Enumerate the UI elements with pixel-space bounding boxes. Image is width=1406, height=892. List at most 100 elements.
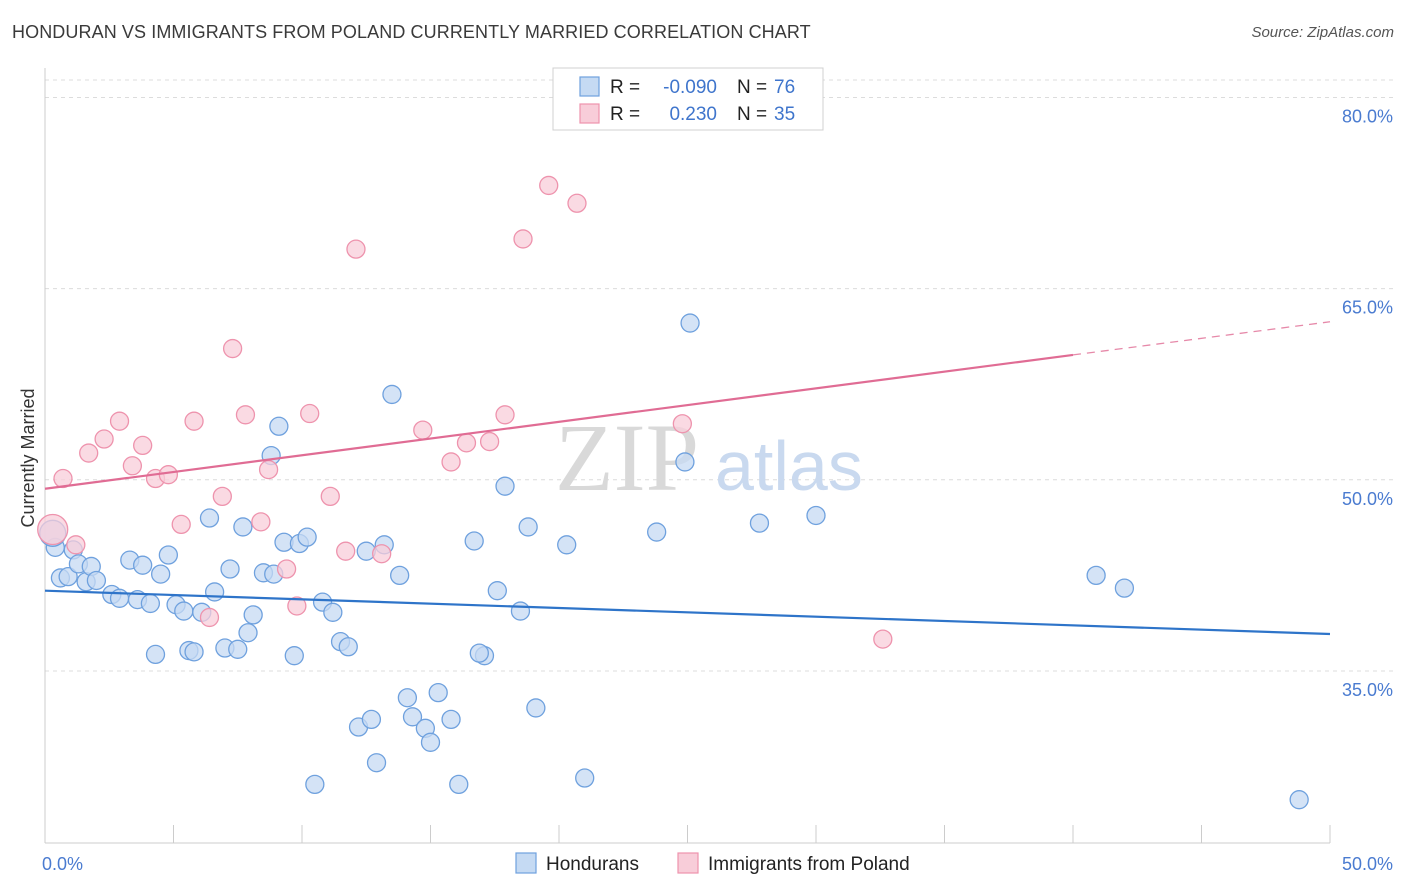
data-point	[413, 420, 433, 440]
data-point	[287, 596, 307, 616]
data-point	[174, 601, 194, 621]
data-point	[284, 646, 304, 666]
data-point	[235, 405, 256, 425]
data-point	[66, 535, 86, 555]
data-point	[86, 570, 107, 591]
trend-lines	[44, 321, 1331, 636]
data-point	[158, 545, 179, 565]
bottom-legend-label-poland: Immigrants from Poland	[708, 854, 910, 875]
data-point	[675, 452, 695, 472]
data-point	[184, 411, 204, 431]
data-point	[372, 544, 392, 564]
data-point	[397, 688, 418, 708]
data-point	[323, 602, 343, 622]
data-point	[366, 753, 387, 773]
bottom-legend: Hondurans Immigrants from Poland	[515, 852, 910, 875]
data-point	[171, 514, 191, 535]
legend-r-value-0: -0.090	[663, 77, 717, 98]
data-point	[145, 644, 166, 665]
data-point	[228, 639, 248, 659]
data-point	[199, 607, 220, 628]
data-point	[297, 527, 317, 547]
source-credit: Source: ZipAtlas.com	[1251, 24, 1394, 41]
data-point	[184, 642, 204, 662]
data-point	[464, 531, 484, 551]
data-point	[749, 513, 770, 533]
axes	[44, 68, 1331, 844]
data-point	[251, 512, 271, 532]
data-point	[122, 456, 143, 476]
x-tick-label: 50.0%	[1342, 854, 1393, 874]
data-point	[199, 508, 220, 528]
data-point	[79, 443, 99, 463]
y-tick-labels: 35.0% 50.0% 65.0% 80.0%	[1342, 106, 1393, 699]
data-point	[513, 229, 533, 249]
data-point	[575, 768, 595, 788]
legend-n-value-1: 35	[774, 104, 795, 125]
series-hondurans-points	[39, 313, 1309, 810]
data-point	[539, 175, 559, 196]
data-point	[510, 601, 531, 621]
y-tick-label: 65.0%	[1342, 298, 1393, 318]
bottom-legend-label-hondurans: Hondurans	[546, 854, 639, 875]
bottom-legend-swatch-hondurans	[515, 852, 537, 874]
trend-line-poland	[44, 353, 1074, 490]
data-point	[212, 486, 232, 507]
trend-line-poland-extension	[1072, 321, 1331, 356]
data-point	[58, 567, 78, 587]
legend-n-label-0: N =	[737, 77, 767, 98]
legend-n-label-1: N =	[737, 104, 767, 125]
data-point	[269, 416, 289, 436]
legend-box: R = -0.090 N = 76 R = 0.230 N = 35	[552, 67, 824, 131]
data-point	[133, 435, 153, 456]
data-point	[495, 405, 515, 425]
trend-line-hondurans	[44, 589, 1331, 636]
data-point	[37, 513, 69, 546]
data-point	[420, 732, 441, 752]
data-point	[518, 517, 538, 537]
data-point	[133, 555, 153, 575]
legend-swatch-hondurans	[579, 76, 600, 97]
data-point	[320, 486, 340, 507]
legend-n-value-0: 76	[774, 77, 795, 98]
y-tick-label: 50.0%	[1342, 489, 1393, 509]
data-point	[109, 411, 130, 431]
data-point	[441, 709, 461, 730]
data-point	[449, 774, 469, 795]
data-point	[428, 682, 448, 703]
bottom-legend-swatch-poland	[677, 852, 699, 874]
data-point	[456, 433, 477, 453]
data-point	[94, 429, 114, 449]
data-point	[1114, 578, 1135, 598]
watermark-atlas: atlas	[715, 427, 863, 505]
data-point	[680, 313, 700, 333]
data-point	[495, 476, 515, 496]
chart-title: HONDURAN VS IMMIGRANTS FROM POLAND CURRE…	[12, 22, 811, 42]
data-point	[258, 459, 279, 480]
data-point	[204, 582, 225, 602]
data-point	[233, 517, 253, 537]
data-point	[873, 629, 893, 649]
data-point	[338, 637, 358, 657]
y-axis-label: Currently Married	[18, 388, 38, 527]
watermark: ZIP atlas	[555, 404, 863, 511]
data-point	[672, 414, 693, 434]
data-point	[1289, 790, 1309, 810]
data-point	[479, 431, 500, 452]
data-point	[469, 643, 489, 663]
data-point	[336, 541, 356, 561]
data-point	[346, 239, 366, 259]
data-point	[382, 384, 402, 405]
data-point	[53, 468, 73, 489]
legend-r-value-1: 0.230	[669, 104, 717, 125]
data-point	[557, 535, 577, 555]
data-point	[806, 505, 826, 526]
data-point	[305, 774, 325, 795]
legend-r-label-1: R =	[610, 104, 640, 125]
data-point	[647, 522, 667, 542]
x-tick-labels: 0.0% 50.0%	[42, 854, 1393, 874]
data-point	[402, 707, 423, 727]
data-point	[220, 559, 240, 579]
data-point	[158, 465, 179, 485]
